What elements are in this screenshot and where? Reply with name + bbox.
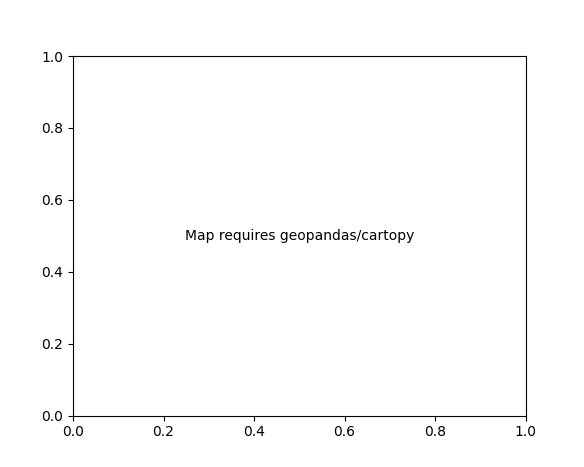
Text: Map requires geopandas/cartopy: Map requires geopandas/cartopy	[185, 229, 414, 243]
